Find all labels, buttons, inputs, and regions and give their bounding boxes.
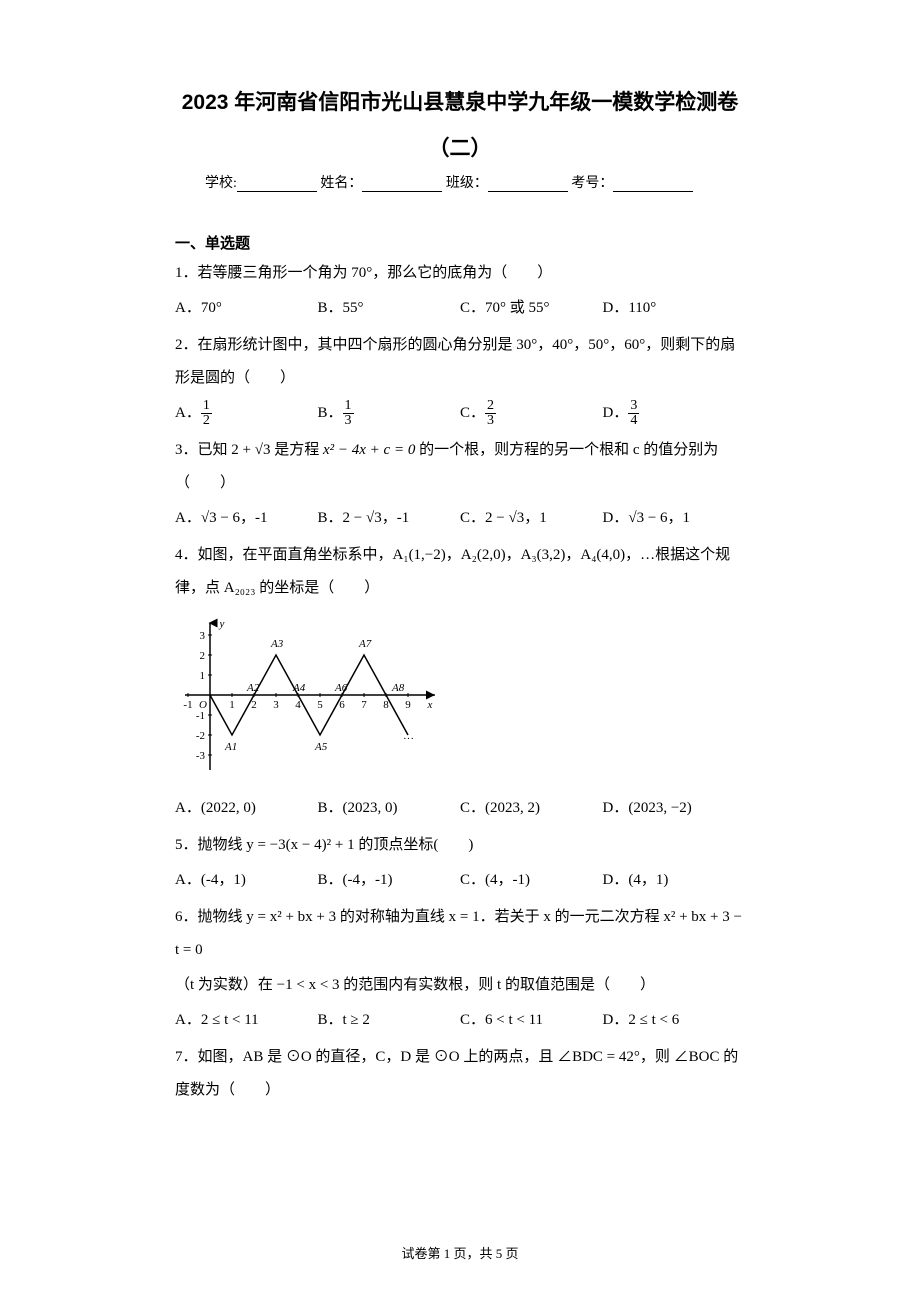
q5-option-c: C．(4，-1) [460,864,603,897]
svg-text:y: y [219,618,225,630]
q3-option-c: C．2 − √3，1 [460,502,603,535]
q6-option-d: D．2 ≤ t < 6 [603,1004,746,1037]
q4-chart: -1 O 1 2 3 4 5 6 7 8 9 x 1 2 3 -1 -2 -3 … [175,615,445,775]
svg-text:2: 2 [251,699,257,711]
class-label: 班级： [446,176,488,191]
q6-option-b: B．t ≥ 2 [318,1004,461,1037]
svg-text:3: 3 [200,630,206,642]
q2-option-c: C．23 [460,397,603,430]
q3-option-a: A．√3 − 6，-1 [175,502,318,535]
q6-line2: （t 为实数）在 −1 < x < 3 的范围内有实数根，则 t 的取值范围是（… [175,969,745,1002]
q3-option-b: B．2 − √3，-1 [318,502,461,535]
q5-text: 5．抛物线 y = −3(x − 4)² + 1 的顶点坐标( ) [175,829,745,862]
question-2: 2．在扇形统计图中，其中四个扇形的圆心角分别是 30°，40°，50°，60°，… [175,329,745,430]
id-blank [613,178,693,192]
question-6: 6．抛物线 y = x² + bx + 3 的对称轴为直线 x = 1．若关于 … [175,901,745,1037]
svg-text:1: 1 [229,699,235,711]
q5-option-d: D．(4，1) [603,864,746,897]
question-1: 1．若等腰三角形一个角为 70°，那么它的底角为（ ） A．70° B．55° … [175,257,745,325]
name-blank [362,178,442,192]
q1-option-a: A．70° [175,292,318,325]
school-blank [237,178,317,192]
svg-text:A4: A4 [292,682,306,694]
svg-text:-1: -1 [196,710,205,722]
exam-title: 2023 年河南省信阳市光山县慧泉中学九年级一模数学检测卷 [175,86,745,116]
svg-text:7: 7 [361,699,367,711]
q1-text: 1．若等腰三角形一个角为 70°，那么它的底角为（ ） [175,257,745,290]
svg-text:6: 6 [339,699,345,711]
school-label: 学校: [205,176,237,191]
svg-text:A3: A3 [270,638,284,650]
q1-option-d: D．110° [603,292,746,325]
svg-text:2: 2 [200,650,206,662]
name-label: 姓名： [320,176,362,191]
svg-text:5: 5 [317,699,323,711]
q1-option-c: C．70° 或 55° [460,292,603,325]
q4-option-d: D．(2023, −2) [603,792,746,825]
q4-text: 4．如图，在平面直角坐标系中，A₁(1,−2)，A₂(2,0)，A₃(3,2)，… [175,539,745,605]
q2-option-d: D．34 [603,397,746,430]
svg-text:3: 3 [273,699,279,711]
q5-option-b: B．(-4，-1) [318,864,461,897]
exam-subtitle: （二） [175,132,745,162]
q2-text: 2．在扇形统计图中，其中四个扇形的圆心角分别是 30°，40°，50°，60°，… [175,329,745,395]
student-info-line: 学校: 姓名： 班级： 考号： [175,172,745,192]
svg-text:A5: A5 [314,741,328,753]
svg-text:1: 1 [200,670,206,682]
q7-text: 7．如图，AB 是 ⊙O 的直径，C，D 是 ⊙O 上的两点，且 ∠BDC = … [175,1041,745,1107]
question-7: 7．如图，AB 是 ⊙O 的直径，C，D 是 ⊙O 上的两点，且 ∠BDC = … [175,1041,745,1107]
svg-text:A7: A7 [358,638,372,650]
q6-option-c: C．6 < t < 11 [460,1004,603,1037]
q2-option-a: A．12 [175,397,318,430]
q3-text: 3．已知 2 + √3 是方程 x² − 4x + c = 0 的一个根，则方程… [175,434,745,500]
q4-option-b: B．(2023, 0) [318,792,461,825]
q5-option-a: A．(-4，1) [175,864,318,897]
q1-option-b: B．55° [318,292,461,325]
class-blank [488,178,568,192]
svg-text:···: ··· [403,733,414,745]
svg-text:A6: A6 [334,682,348,694]
id-label: 考号： [571,176,613,191]
svg-text:-3: -3 [196,750,206,762]
question-3: 3．已知 2 + √3 是方程 x² − 4x + c = 0 的一个根，则方程… [175,434,745,535]
svg-text:A8: A8 [391,682,405,694]
q6-line1: 6．抛物线 y = x² + bx + 3 的对称轴为直线 x = 1．若关于 … [175,901,745,967]
q6-option-a: A．2 ≤ t < 11 [175,1004,318,1037]
page-footer: 试卷第 1 页，共 5 页 [0,1243,920,1262]
q4-option-a: A．(2022, 0) [175,792,318,825]
svg-text:A1: A1 [224,741,237,753]
question-5: 5．抛物线 y = −3(x − 4)² + 1 的顶点坐标( ) A．(-4，… [175,829,745,897]
q2-option-b: B．13 [318,397,461,430]
svg-text:A2: A2 [246,682,260,694]
q3-option-d: D．√3 − 6，1 [603,502,746,535]
svg-text:-1: -1 [183,699,192,711]
q4-option-c: C．(2023, 2) [460,792,603,825]
svg-text:9: 9 [405,699,411,711]
section-1-header: 一、单选题 [175,232,745,253]
svg-text:x: x [427,699,433,711]
svg-text:-2: -2 [196,730,205,742]
question-4: 4．如图，在平面直角坐标系中，A₁(1,−2)，A₂(2,0)，A₃(3,2)，… [175,539,745,825]
